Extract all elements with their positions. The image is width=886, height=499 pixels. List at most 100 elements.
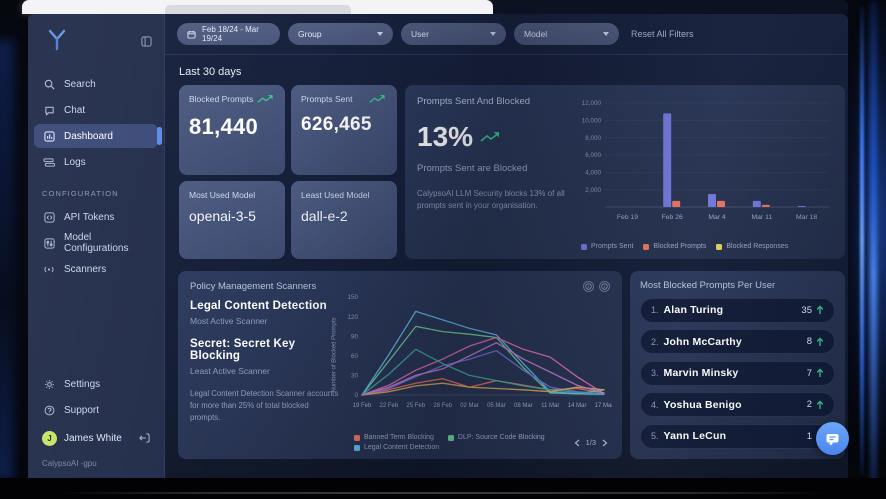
chart-control-icon-2[interactable] xyxy=(599,281,610,292)
svg-text:90: 90 xyxy=(351,333,359,340)
logout-icon[interactable] xyxy=(138,432,150,444)
svg-text:8,000: 8,000 xyxy=(585,135,601,142)
pagination-label: 1/3 xyxy=(585,438,596,447)
chevron-down-icon xyxy=(377,32,383,36)
trend-up-icon xyxy=(480,132,500,142)
dashboard-icon xyxy=(42,129,56,143)
panel-description: CalypsoAI LLM Security blocks 13% of all… xyxy=(417,189,565,210)
user-name: Yoshua Benigo xyxy=(663,398,742,411)
api-tokens-icon xyxy=(42,210,56,224)
sidebar-item-model-configurations[interactable]: Model Configurations xyxy=(34,231,158,255)
user-rank: 2. xyxy=(651,336,659,347)
blocked-user-row[interactable]: 5. Yann LeCun 1 xyxy=(640,423,835,449)
sidebar-item-label: Search xyxy=(64,78,96,90)
background-browser-window xyxy=(22,0,493,14)
scanners-icon xyxy=(42,262,56,276)
panel-title: Prompts Sent And Blocked xyxy=(417,96,531,107)
pagination-prev-icon[interactable] xyxy=(574,439,580,447)
group-filter-dropdown[interactable]: Group xyxy=(288,23,393,45)
blocked-count: 8 xyxy=(806,336,812,347)
chat-widget-button[interactable] xyxy=(816,422,849,455)
sidebar-item-settings[interactable]: Settings xyxy=(34,372,158,396)
sidebar-collapse-icon[interactable] xyxy=(141,34,152,52)
user-filter-label: User xyxy=(411,29,429,39)
sidebar-item-label: Logs xyxy=(64,156,86,168)
pagination-next-icon[interactable] xyxy=(602,439,608,447)
chart-control-icon-1[interactable] xyxy=(583,281,594,292)
blocked-user-row[interactable]: 2. John McCarthy 8 xyxy=(640,329,835,354)
search-icon xyxy=(42,77,56,91)
group-filter-label: Group xyxy=(298,29,322,39)
user-rank: 3. xyxy=(651,368,659,378)
svg-text:Mar 4: Mar 4 xyxy=(708,214,726,221)
reset-all-filters-button[interactable]: Reset All Filters xyxy=(631,29,694,39)
calypsoai-logo-icon xyxy=(46,28,68,57)
user-rank: 4. xyxy=(651,399,659,410)
window-top-strip xyxy=(493,0,848,14)
svg-text:0: 0 xyxy=(354,392,358,399)
user-rank: 1. xyxy=(651,305,659,315)
chat-icon xyxy=(42,103,56,117)
main-area: Feb 18/24 - Mar 19/24 Group User Model R… xyxy=(165,14,848,478)
svg-text:30: 30 xyxy=(351,373,359,380)
user-filter-dropdown[interactable]: User xyxy=(401,23,506,45)
sidebar-item-scanners[interactable]: Scanners xyxy=(34,257,158,281)
date-range-filter[interactable]: Feb 18/24 - Mar 19/24 xyxy=(177,23,280,45)
active-nav-indicator xyxy=(157,127,162,145)
legend-swatch xyxy=(447,434,454,441)
sidebar-item-dashboard[interactable]: Dashboard xyxy=(34,124,162,148)
arrow-up-icon xyxy=(816,336,824,346)
most-active-scanner-label: Most Active Scanner xyxy=(190,316,268,326)
arrow-up-icon xyxy=(816,368,824,377)
model-filter-dropdown[interactable]: Model xyxy=(514,23,619,45)
org-name: CalypsoAI -gpu xyxy=(42,459,97,468)
sidebar-item-api-tokens[interactable]: API Tokens xyxy=(34,205,158,229)
prompts-sent-blocked-panel: Prompts Sent And Blocked 13% Prompts Sen… xyxy=(405,85,845,259)
legend-item: DLP: Source Code Blocking xyxy=(447,434,545,441)
chat-bubble-icon xyxy=(826,433,839,445)
sidebar-item-label: Scanners xyxy=(64,263,107,275)
legend-swatch xyxy=(354,444,360,451)
background-browser-urlbar xyxy=(165,5,351,14)
svg-text:28 Feb: 28 Feb xyxy=(433,403,452,409)
calypsoai-dashboard-window: Search Chat Dashboard Logs xyxy=(28,14,848,478)
blocked-percentage: 13% xyxy=(417,121,474,152)
prompts-sent-card: Prompts Sent 626,465 xyxy=(291,85,397,175)
svg-text:22 Feb: 22 Feb xyxy=(380,403,399,409)
legend-swatch xyxy=(716,243,723,250)
blocked-user-row[interactable]: 4. Yoshua Benigo 2 xyxy=(640,392,835,417)
blocked-count: 2 xyxy=(806,399,812,410)
stat-label: Prompts Sent xyxy=(301,94,353,104)
least-active-scanner-label: Least Active Scanner xyxy=(190,366,270,376)
svg-text:120: 120 xyxy=(347,314,358,321)
svg-text:10,000: 10,000 xyxy=(582,118,602,125)
sidebar-item-logs[interactable]: Logs xyxy=(34,150,158,174)
scanners-line-chart: 0 30 60 90 120 150 19 Feb 22 Feb 25 Feb 28 Feb 02 … xyxy=(347,294,612,409)
chevron-down-icon xyxy=(603,32,609,36)
stat-value: dall-e-2 xyxy=(301,208,348,224)
trend-up-icon xyxy=(257,94,273,103)
blocked-user-row[interactable]: 3. Marvin Minsky 7 xyxy=(640,360,835,386)
blocked-count: 1 xyxy=(806,430,812,442)
svg-text:05 Mar: 05 Mar xyxy=(487,403,506,409)
user-account-row[interactable]: J James White xyxy=(34,425,158,451)
sidebar-item-label: Model Configurations xyxy=(64,232,129,254)
svg-text:14 Mar: 14 Mar xyxy=(568,403,587,409)
svg-text:4,000: 4,000 xyxy=(585,170,601,177)
blocked-count: 35 xyxy=(801,304,812,316)
svg-text:Mar 11: Mar 11 xyxy=(751,214,772,221)
sidebar-item-chat[interactable]: Chat xyxy=(34,98,158,122)
sidebar-item-search[interactable]: Search xyxy=(34,72,158,96)
svg-text:2,000: 2,000 xyxy=(585,187,601,194)
legend-swatch xyxy=(581,243,587,250)
most-active-scanner-name: Legal Content Detection xyxy=(190,300,327,312)
svg-text:02 Mar: 02 Mar xyxy=(460,403,479,409)
blocked-user-row[interactable]: 1. Alan Turing 35 xyxy=(640,297,835,323)
sidebar-item-support[interactable]: Support xyxy=(34,398,158,422)
svg-text:Mar 18: Mar 18 xyxy=(796,214,817,221)
prompts-bar-chart: 2,000 4,000 6,000 8,000 10,000 12,000 Feb 19 Fe… xyxy=(582,100,829,221)
laptop-bezel xyxy=(0,478,886,499)
bar-chart-legend: Prompts Sent Blocked Prompts Blocked Res… xyxy=(581,243,788,250)
logs-icon xyxy=(42,155,56,169)
svg-text:08 Mar: 08 Mar xyxy=(514,403,533,409)
